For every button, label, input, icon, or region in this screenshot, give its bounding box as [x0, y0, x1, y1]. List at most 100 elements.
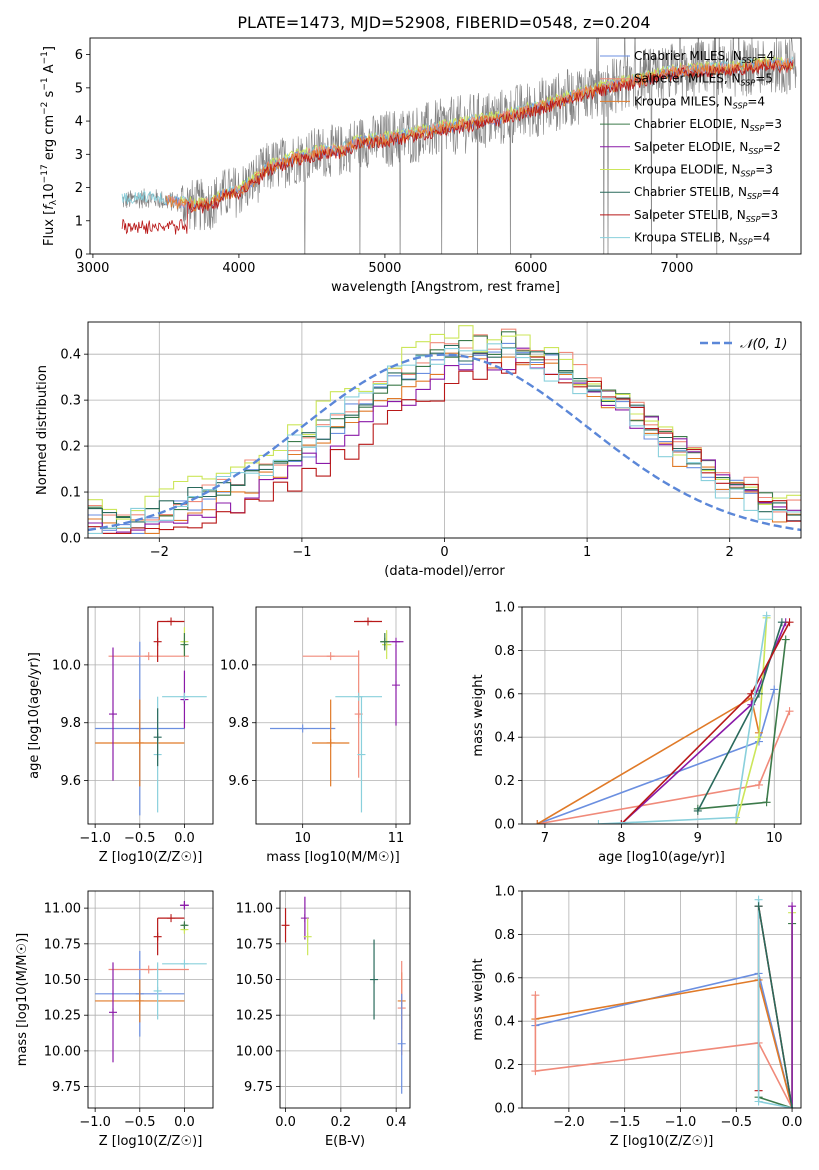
errorbar-point — [312, 699, 350, 787]
x-tick-label: 0.4 — [386, 1115, 407, 1130]
x-axis-label: E(B-V) — [325, 1134, 365, 1149]
legend-label: Chabrier MILES, NSSP=4 — [634, 49, 774, 65]
panels: 3000 4000 5000 6000 7000 0 1 2 3 4 5 6 wavelength [A… — [15, 37, 802, 1150]
y-tick-label: 0.2 — [494, 1058, 515, 1073]
y-axis-label: Normed distribution — [35, 365, 50, 495]
plot-frame — [521, 606, 802, 825]
marker — [397, 1039, 406, 1048]
y-axis-label: age [log10(age/yr)] — [27, 652, 42, 779]
x-tick-label: 7 — [541, 831, 549, 846]
series-marker — [754, 733, 763, 742]
age_vs_mass-axes: 10 11 9.6 9.8 10.0 mass [log10(M/M☉)] — [220, 606, 411, 865]
x-axis-label: Z [log10(Z/Z☉)] — [99, 850, 203, 865]
series-marker — [693, 806, 702, 815]
y-tick-label: 10.0 — [52, 658, 81, 673]
x-tick-label: −0.5 — [720, 1115, 752, 1130]
series-marker — [785, 618, 794, 627]
y-tick-label: 2 — [75, 181, 83, 196]
errorbar-point — [392, 644, 400, 726]
x-tick-label: 0.0 — [174, 1115, 195, 1130]
marker — [109, 1008, 117, 1017]
series-line — [534, 995, 793, 1108]
x-tick-label: 10 — [294, 831, 311, 846]
legend-label: Chabrier STELIB, NSSP=4 — [634, 185, 779, 201]
series-marker — [617, 820, 626, 824]
x-tick-label: 3000 — [76, 261, 109, 276]
x-tick-label: 0 — [440, 545, 448, 560]
y-tick-label: 0.4 — [494, 731, 515, 746]
y-tick-label: 0.1 — [60, 486, 81, 501]
x-tick-label: −1.0 — [79, 1115, 111, 1130]
series-marker — [754, 780, 763, 789]
histogram-series — [88, 325, 801, 520]
y-tick-label: 10.00 — [236, 1044, 273, 1059]
x-tick-label: −1 — [292, 545, 311, 560]
marker — [392, 681, 400, 690]
histogram-area — [88, 325, 801, 534]
legend-label: Kroupa STELIB, NSSP=4 — [634, 231, 770, 247]
series-marker — [777, 618, 786, 627]
y-tick-label: 9.8 — [60, 716, 81, 731]
y-tick-label: 10.00 — [44, 1044, 81, 1059]
series-marker — [732, 813, 741, 822]
marker — [380, 637, 389, 646]
spectrum-axes: 3000 4000 5000 6000 7000 0 1 2 3 4 5 6 wavelength [A… — [40, 37, 802, 295]
errorbar-point — [108, 652, 189, 661]
y-tick-label: 0.8 — [494, 644, 515, 659]
errorbar-point — [179, 900, 189, 910]
errorbar-point — [95, 979, 185, 1023]
x-tick-label: 0.0 — [174, 831, 195, 846]
series-marker — [533, 820, 542, 824]
x-tick-label: −0.5 — [124, 1115, 156, 1130]
y-tick-label: 10.50 — [44, 973, 81, 988]
y-axis-label: mass [log10(M/M☉)] — [15, 933, 30, 1066]
legend-label: Salpeter STELIB, NSSP=3 — [634, 208, 778, 224]
series-marker — [788, 1104, 797, 1108]
x-tick-label: 5000 — [368, 261, 401, 276]
y-tick-label: 0.0 — [494, 818, 515, 833]
errorbar-point — [95, 699, 185, 787]
y-tick-label: 10.25 — [236, 1009, 273, 1024]
errorbar-point — [370, 939, 379, 1020]
errorbar-point — [153, 918, 162, 956]
y-tick-label: 9.8 — [228, 716, 249, 731]
y-tick-label: 10.75 — [44, 937, 81, 952]
marker — [153, 986, 162, 995]
spectrum-legend: Chabrier MILES, NSSP=4 Salpeter MILES, NS… — [600, 49, 782, 247]
y-tick-label: 11.00 — [236, 902, 273, 917]
y-tick-label: 1.0 — [494, 885, 515, 900]
weight_vs_Z-axes: −2.0 −1.5 −1.0 −0.5 0.0 0.0 0.2 0.4 0.6 0.8 1.0 Z [… — [471, 885, 802, 1150]
series-marker — [531, 991, 540, 1000]
figure-title: PLATE=1473, MJD=52908, FIBERID=0548, z=0… — [237, 13, 650, 32]
series-marker — [762, 798, 771, 807]
marker — [364, 617, 372, 626]
y-tick-label: 11.00 — [44, 902, 81, 917]
marker — [326, 738, 335, 747]
legend-label: Chabrier ELODIE, NSSP=3 — [634, 117, 782, 133]
errorbar-point — [153, 621, 162, 662]
x-tick-label: 8 — [617, 831, 625, 846]
legend-label: Salpeter ELODIE, NSSP=2 — [634, 140, 781, 156]
errorbar-point — [303, 918, 312, 956]
y-tick-label: 0.6 — [494, 971, 515, 986]
marker — [326, 652, 335, 661]
normal-curve — [88, 353, 801, 532]
y-tick-label: 0.0 — [494, 1102, 515, 1117]
line-area — [531, 895, 797, 1108]
marker — [180, 640, 189, 649]
marker — [135, 738, 144, 747]
y-tick-label: 9.6 — [228, 774, 249, 789]
marker — [370, 975, 379, 984]
x-tick-label: −0.5 — [124, 831, 156, 846]
marker — [153, 932, 162, 941]
y-tick-label: 0 — [75, 248, 83, 263]
x-tick-label: −1.0 — [665, 1115, 697, 1130]
series-marker — [594, 820, 603, 824]
y-tick-label: 0.4 — [494, 1015, 515, 1030]
legend-label: Salpeter MILES, NSSP=5 — [634, 72, 773, 88]
series-line — [757, 906, 793, 1108]
marker — [303, 932, 312, 941]
x-tick-label: 10 — [766, 831, 783, 846]
marker — [180, 959, 189, 968]
errorbar-point — [109, 647, 117, 781]
